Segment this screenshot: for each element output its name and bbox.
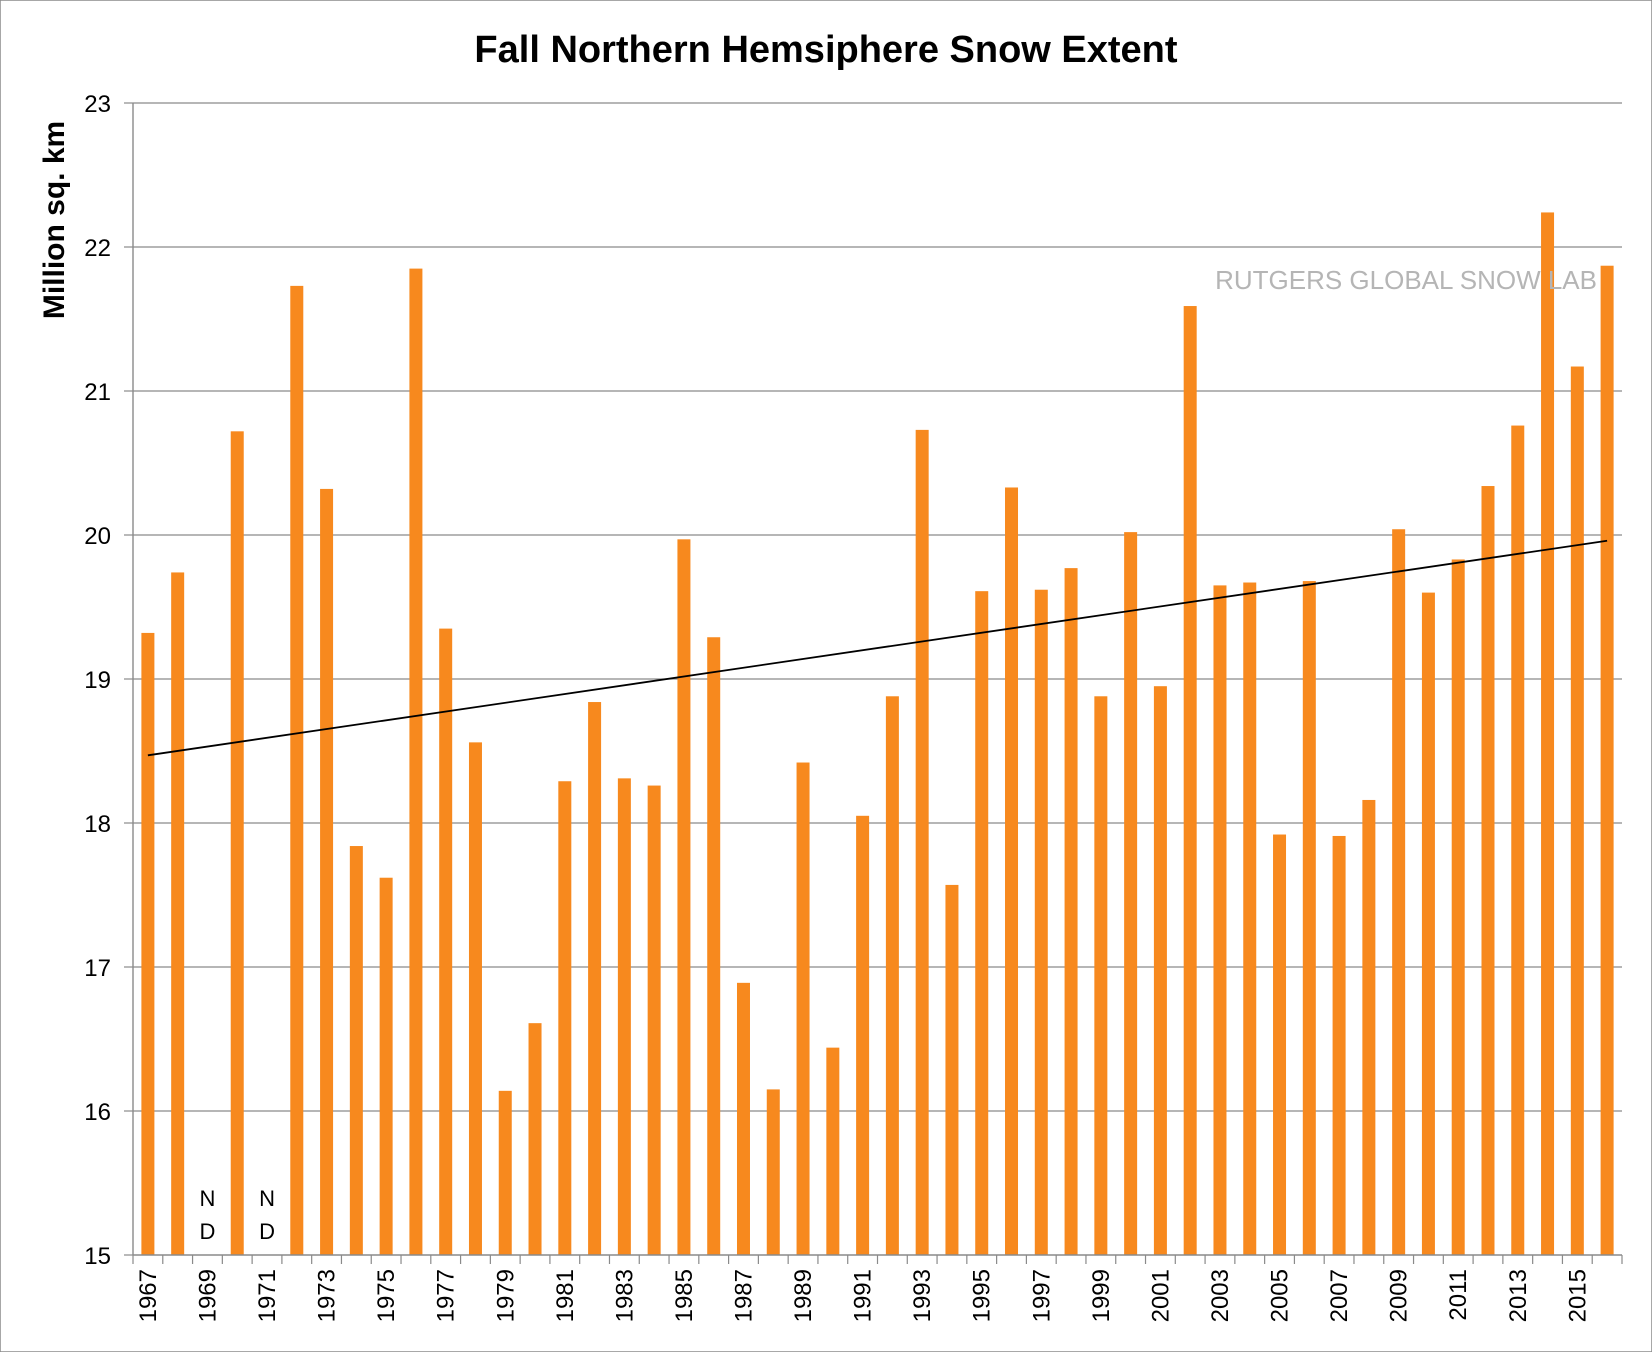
y-tick-label: 16 (84, 1099, 111, 1126)
no-data-label: D (259, 1219, 275, 1244)
x-tick-label: 1997 (1028, 1269, 1055, 1322)
bar-1968 (171, 572, 185, 1255)
bar-2016 (1600, 265, 1614, 1256)
bar-2007 (1332, 835, 1346, 1255)
y-tick-label: 21 (84, 379, 111, 406)
bar-1989 (796, 762, 810, 1255)
chart-title: Fall Northern Hemsiphere Snow Extent (474, 29, 1177, 71)
bar-2014 (1541, 212, 1555, 1256)
bar-1987 (736, 982, 750, 1255)
x-tick-label: 1995 (969, 1269, 996, 1322)
bar-1978 (468, 742, 482, 1255)
y-tick-label: 19 (84, 667, 111, 694)
no-data-label: N (259, 1186, 275, 1211)
bar-1980 (528, 1023, 542, 1255)
x-tick-label: 2011 (1445, 1269, 1472, 1321)
bar-1988 (766, 1089, 780, 1255)
bar-1999 (1094, 696, 1108, 1255)
bar-1982 (588, 702, 602, 1255)
x-tick-label: 1983 (611, 1269, 638, 1322)
bar-2006 (1302, 581, 1316, 1255)
y-tick-label: 15 (84, 1243, 111, 1270)
bar-1979 (498, 1090, 512, 1255)
bar-1981 (558, 781, 572, 1255)
bar-2000 (1124, 532, 1138, 1255)
x-tick-label: 2001 (1147, 1269, 1174, 1322)
bar-1992 (885, 696, 899, 1255)
x-tick-label: 1977 (433, 1269, 460, 1322)
y-tick-label: 22 (84, 235, 111, 262)
bar-2002 (1183, 306, 1197, 1255)
bar-2004 (1243, 582, 1257, 1255)
no-data-label: N (200, 1186, 216, 1211)
x-tick-label: 2015 (1564, 1269, 1591, 1322)
bar-2010 (1421, 592, 1435, 1255)
bar-1984 (647, 785, 661, 1255)
bar-1991 (856, 815, 870, 1255)
x-tick-label: 1991 (850, 1269, 877, 1322)
bar-1976 (409, 268, 423, 1256)
x-tick-label: 2013 (1505, 1269, 1532, 1322)
x-tick-label: 1981 (552, 1269, 579, 1322)
x-tick-label: 1967 (135, 1269, 162, 1322)
x-tick-label: 1973 (314, 1269, 341, 1322)
bar-2001 (1153, 686, 1167, 1255)
x-tick-label: 1971 (254, 1269, 281, 1322)
bar-1974 (349, 846, 363, 1255)
no-data-label: D (200, 1219, 216, 1244)
x-tick-label: 2007 (1326, 1269, 1353, 1322)
bars (141, 212, 1614, 1256)
bar-1985 (677, 539, 691, 1255)
y-tick-label: 23 (84, 91, 111, 118)
bar-1990 (826, 1047, 840, 1255)
x-tick-label: 2005 (1267, 1269, 1294, 1322)
trendline-group (147, 539, 1608, 757)
x-tick-label: 1987 (730, 1269, 757, 1322)
bar-1972 (290, 285, 304, 1255)
y-tick-label: 18 (84, 811, 111, 838)
x-tick-label: 2003 (1207, 1269, 1234, 1322)
bar-2005 (1273, 834, 1287, 1255)
watermark-text: RUTGERS GLOBAL SNOW LAB (1215, 265, 1597, 295)
bar-1994 (945, 884, 959, 1255)
axes (124, 102, 1623, 1264)
y-tick-label: 20 (84, 523, 111, 550)
x-tick-label: 2009 (1386, 1269, 1413, 1322)
y-axis-label: Million sq. km (38, 121, 71, 319)
x-tick-label: 1989 (790, 1269, 817, 1322)
bar-1997 (1034, 589, 1048, 1255)
bar-1967 (141, 632, 155, 1255)
bar-1975 (379, 877, 393, 1255)
bar-1977 (439, 628, 453, 1255)
x-tick-label: 1969 (194, 1269, 221, 1322)
x-tick-label: 1999 (1088, 1269, 1115, 1322)
bar-1983 (617, 778, 631, 1255)
bar-2012 (1481, 486, 1495, 1255)
bar-1973 (320, 488, 334, 1255)
x-tick-label: 1985 (671, 1269, 698, 1322)
bar-1996 (1005, 487, 1019, 1256)
bar-2011 (1451, 559, 1465, 1255)
x-tick-label: 1975 (373, 1269, 400, 1322)
bar-1998 (1064, 568, 1078, 1255)
bar-2015 (1570, 366, 1584, 1255)
trendline (147, 539, 1608, 757)
bar-1993 (915, 429, 929, 1255)
bar-2003 (1213, 585, 1227, 1255)
bar-1995 (975, 591, 989, 1255)
bar-2009 (1392, 529, 1406, 1255)
bar-1986 (707, 637, 721, 1255)
bar-2013 (1511, 425, 1525, 1255)
bar-1970 (230, 431, 244, 1255)
x-tick-label: 1993 (909, 1269, 936, 1322)
bar-2008 (1362, 799, 1376, 1255)
y-tick-label: 17 (84, 955, 111, 982)
x-tick-label: 1979 (492, 1269, 519, 1322)
